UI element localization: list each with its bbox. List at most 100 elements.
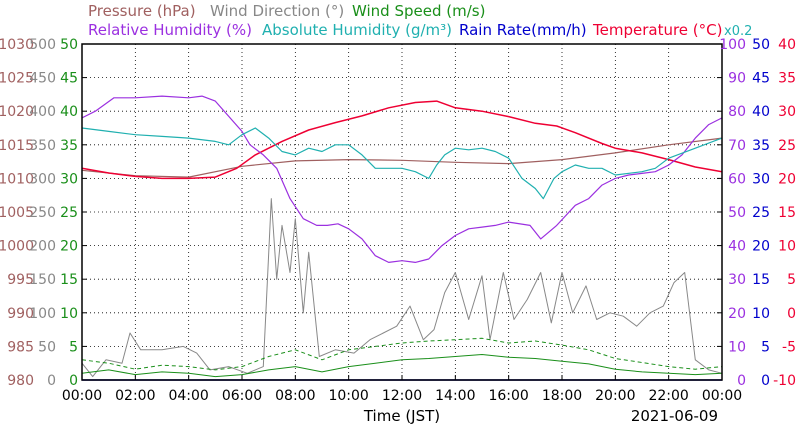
legend: Pressure (hPa) Wind Direction (°) Wind Spe… xyxy=(88,2,752,39)
pressure-tick-label: 1000 xyxy=(0,239,34,255)
x-axis: 00:00 02:00 04:00 06:00 08:00 10:00 12:00 14:00… xyxy=(62,375,742,404)
wind-direction-tick-label: 50 xyxy=(38,339,56,355)
grid-lines xyxy=(82,44,722,380)
legend-entry: x0.2 xyxy=(724,24,752,39)
temperature-tick-label: 35 xyxy=(778,71,796,87)
wind-speed-tick-label: 20 xyxy=(60,239,78,255)
wind-direction-tick-label: 0 xyxy=(47,373,56,389)
x-tick-label: 08:00 xyxy=(275,388,315,404)
rain-rate-tick-label: 0 xyxy=(761,373,770,389)
temperature-tick-label: -10 xyxy=(773,373,796,389)
rain-rate-tick-label: 30 xyxy=(752,171,770,187)
date-label: 2021-06-09 xyxy=(631,407,718,425)
rain-rate-tick-label: 40 xyxy=(752,104,770,120)
pressure-tick-label: 990 xyxy=(7,306,34,322)
series-line xyxy=(81,137,723,178)
x-tick-label: 22:00 xyxy=(648,388,688,404)
x-tick-label: 12:00 xyxy=(382,388,422,404)
legend-entry: Wind Direction (°) xyxy=(210,2,344,20)
wind-direction-tick-label: 150 xyxy=(29,272,56,288)
temperature-tick-label: 20 xyxy=(778,171,796,187)
x-tick-label: 16:00 xyxy=(488,388,528,404)
wind-direction-tick-label: 400 xyxy=(29,104,56,120)
pressure-tick-label: 995 xyxy=(7,272,34,288)
wind-direction-tick-label: 250 xyxy=(29,205,56,221)
humidity-tick-label: 20 xyxy=(728,306,746,322)
x-tick-label: 06:00 xyxy=(222,388,262,404)
pressure-tick-label: 985 xyxy=(7,339,34,355)
rain-rate-tick-label: 35 xyxy=(752,138,770,154)
wind-speed-tick-label: 15 xyxy=(60,272,78,288)
pressure-tick-label: 1010 xyxy=(0,171,34,187)
pressure-tick-label: 1020 xyxy=(0,104,34,120)
x-tick-label: 00:00 xyxy=(62,388,102,404)
series-line xyxy=(81,354,723,378)
x-axis-label: Time (JST) xyxy=(363,407,440,425)
legend-entry: Rain Rate(mm/h) xyxy=(459,21,587,39)
legend-entry: Absolute Humidity (g/m³) xyxy=(262,21,452,39)
x-tick-label: 10:00 xyxy=(328,388,368,404)
wind-speed-tick-label: 5 xyxy=(69,339,78,355)
wind-direction-tick-label: 200 xyxy=(29,239,56,255)
humidity-tick-label: 80 xyxy=(728,104,746,120)
temperature-tick-label: 0 xyxy=(787,306,796,322)
wind-speed-tick-label: 10 xyxy=(60,306,78,322)
humidity-tick-label: 100 xyxy=(719,37,746,53)
x-tick-label: 18:00 xyxy=(542,388,582,404)
wind-speed-tick-label: 40 xyxy=(60,104,78,120)
rain-rate-tick-label: 50 xyxy=(752,37,770,53)
rain-rate-tick-label: 45 xyxy=(752,71,770,87)
temperature-tick-label: 10 xyxy=(778,239,796,255)
wind-speed-tick-label: 50 xyxy=(60,37,78,53)
right-axes: 0102030405060708090100051015202530354045… xyxy=(717,37,796,389)
wind-speed-tick-label: 30 xyxy=(60,171,78,187)
pressure-tick-label: 980 xyxy=(7,373,34,389)
left-axes: 9809859909951000100510101015102010251030… xyxy=(0,37,87,389)
legend-entry: Temperature (°C) xyxy=(592,21,722,39)
x-tick-label: 00:00 xyxy=(702,388,742,404)
temperature-tick-label: 40 xyxy=(778,37,796,53)
humidity-tick-label: 0 xyxy=(737,373,746,389)
rain-rate-tick-label: 25 xyxy=(752,205,770,221)
temperature-tick-label: 5 xyxy=(787,272,796,288)
wind-direction-tick-label: 350 xyxy=(29,138,56,154)
x-tick-label: 02:00 xyxy=(115,388,155,404)
rain-rate-tick-label: 20 xyxy=(752,239,770,255)
pressure-tick-label: 1025 xyxy=(0,71,34,87)
humidity-tick-label: 60 xyxy=(728,171,746,187)
series-lines xyxy=(81,95,723,381)
series-line xyxy=(81,337,723,371)
temperature-tick-label: -5 xyxy=(782,339,796,355)
wind-direction-tick-label: 450 xyxy=(29,71,56,87)
legend-entry: Pressure (hPa) xyxy=(88,2,196,20)
humidity-tick-label: 40 xyxy=(728,239,746,255)
pressure-tick-label: 1005 xyxy=(0,205,34,221)
series-line xyxy=(81,127,723,200)
temperature-tick-label: 15 xyxy=(778,205,796,221)
legend-entry: Relative Humidity (%) xyxy=(88,21,252,39)
wind-speed-tick-label: 45 xyxy=(60,71,78,87)
x-tick-label: 04:00 xyxy=(168,388,208,404)
series-line xyxy=(81,100,723,180)
series-line xyxy=(81,95,723,263)
rain-rate-tick-label: 15 xyxy=(752,272,770,288)
wind-direction-tick-label: 300 xyxy=(29,171,56,187)
rain-rate-tick-label: 10 xyxy=(752,306,770,322)
wind-direction-tick-label: 100 xyxy=(29,306,56,322)
series-line xyxy=(81,198,723,378)
humidity-tick-label: 70 xyxy=(728,138,746,154)
wind-direction-tick-label: 500 xyxy=(29,37,56,53)
humidity-tick-label: 90 xyxy=(728,71,746,87)
humidity-tick-label: 30 xyxy=(728,272,746,288)
legend-entry: Wind Speed (m/s) xyxy=(352,2,485,20)
rain-rate-tick-label: 5 xyxy=(761,339,770,355)
wind-speed-tick-label: 25 xyxy=(60,205,78,221)
wind-speed-tick-label: 0 xyxy=(69,373,78,389)
x-tick-label: 20:00 xyxy=(595,388,635,404)
temperature-tick-label: 25 xyxy=(778,138,796,154)
x-tick-label: 14:00 xyxy=(435,388,475,404)
temperature-tick-label: 30 xyxy=(778,104,796,120)
humidity-tick-label: 10 xyxy=(728,339,746,355)
pressure-tick-label: 1015 xyxy=(0,138,34,154)
